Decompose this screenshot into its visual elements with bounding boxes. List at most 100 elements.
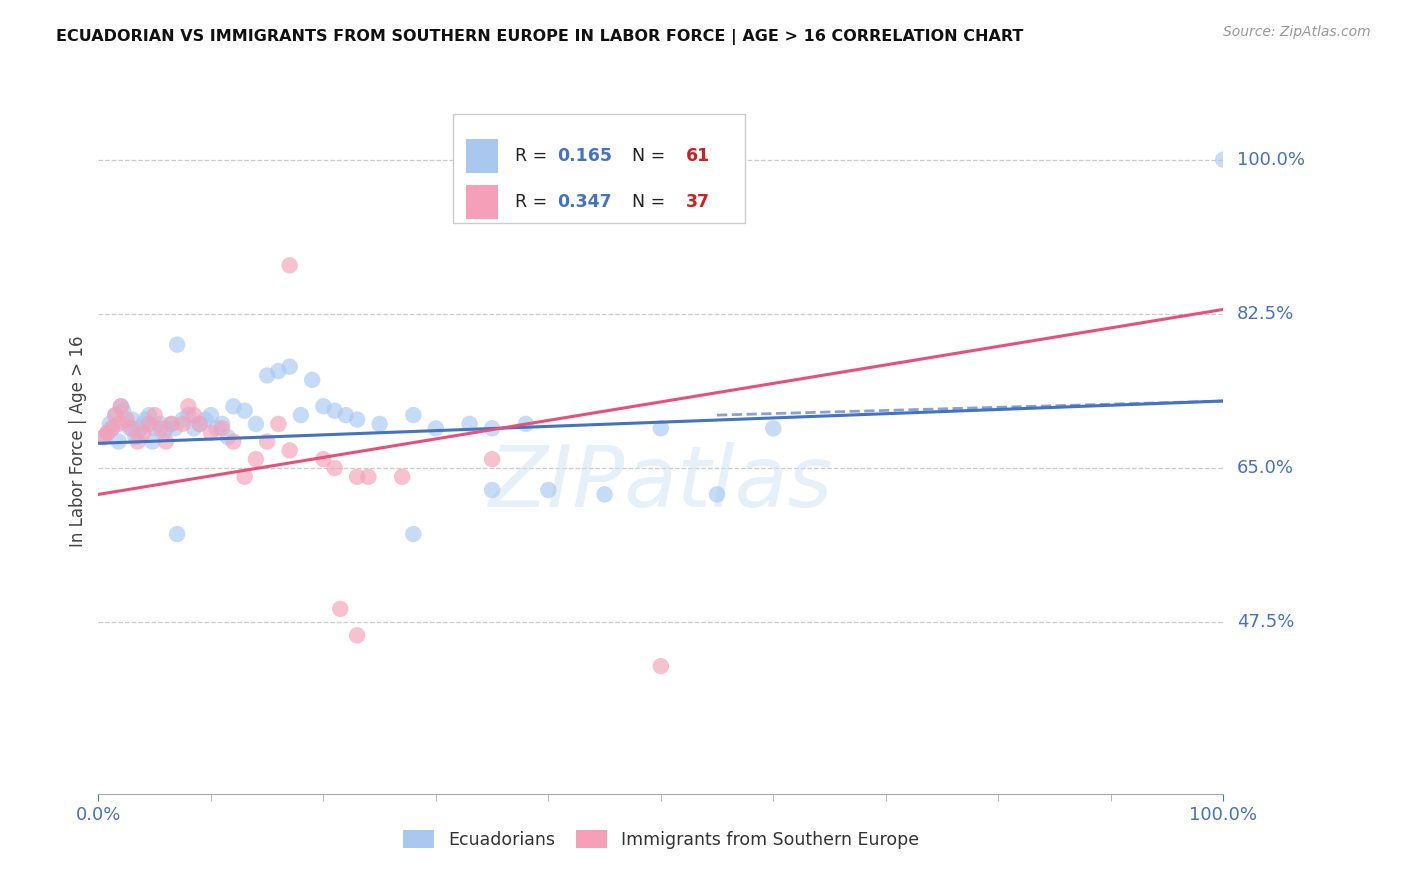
Point [149,417,172,431]
Point [402,527,425,541]
Text: 100.0%: 100.0% [1237,151,1305,169]
Text: 37: 37 [686,193,710,211]
Point [256,434,278,449]
Text: N =: N = [621,193,671,211]
Point [267,417,290,431]
Point [112,403,135,417]
Point [278,258,301,272]
Point [346,469,368,483]
Point [650,659,672,673]
Point [458,417,481,431]
Point [245,452,267,467]
Point [706,487,728,501]
Point [335,408,357,422]
Text: ECUADORIAN VS IMMIGRANTS FROM SOUTHERN EUROPE IN LABOR FORCE | AGE > 16 CORRELAT: ECUADORIAN VS IMMIGRANTS FROM SOUTHERN E… [56,29,1024,45]
Point [593,487,616,501]
Point [222,399,245,413]
Point [200,425,222,440]
Point [96,425,118,440]
Point [211,421,233,435]
Text: Source: ZipAtlas.com: Source: ZipAtlas.com [1223,25,1371,39]
Point [762,421,785,435]
Point [650,421,672,435]
Point [141,434,163,449]
Point [177,399,200,413]
Text: 47.5%: 47.5% [1237,613,1294,632]
Point [481,483,503,497]
Point [346,412,368,426]
Point [267,364,290,378]
FancyBboxPatch shape [467,185,498,219]
Point [537,483,560,497]
Point [160,417,183,431]
Point [143,421,166,435]
Point [93,430,115,444]
FancyBboxPatch shape [453,114,745,223]
FancyBboxPatch shape [467,139,498,173]
Point [200,408,222,422]
Point [152,425,174,440]
Point [143,408,166,422]
Point [1212,153,1234,167]
Point [183,408,205,422]
Point [183,421,205,435]
Point [290,408,312,422]
Point [312,399,335,413]
Point [115,412,138,426]
Text: 0.347: 0.347 [557,193,612,211]
Text: N =: N = [621,147,671,165]
Point [104,408,127,422]
Point [205,421,228,435]
Point [515,417,537,431]
Point [138,417,160,431]
Point [425,421,447,435]
Legend: Ecuadorians, Immigrants from Southern Europe: Ecuadorians, Immigrants from Southern Eu… [395,823,927,855]
Text: 61: 61 [686,147,710,165]
Point [98,417,121,431]
Point [110,399,132,413]
Point [357,469,380,483]
Point [129,421,152,435]
Point [329,602,352,616]
Point [135,412,157,426]
Point [121,421,143,435]
Point [402,408,425,422]
Point [101,421,124,435]
Point [93,430,115,444]
Point [138,408,160,422]
Text: 0.165: 0.165 [557,147,613,165]
Y-axis label: In Labor Force | Age > 16: In Labor Force | Age > 16 [69,335,87,548]
Point [323,461,346,475]
Point [132,417,155,431]
Point [104,408,127,422]
Point [96,425,118,440]
Point [312,452,335,467]
Point [163,421,186,435]
Point [481,452,503,467]
Point [233,469,256,483]
Point [166,527,188,541]
Point [323,403,346,417]
Point [172,412,194,426]
Text: ZIPatlas: ZIPatlas [489,442,832,525]
Point [155,434,177,449]
Point [301,373,323,387]
Point [149,421,172,435]
Point [132,425,155,440]
Point [121,412,143,426]
Text: R =: R = [515,147,553,165]
Point [346,628,368,642]
Point [233,403,256,417]
Point [172,417,194,431]
Point [166,337,188,351]
Point [101,421,124,435]
Point [115,417,138,431]
Point [211,417,233,431]
Point [127,434,149,449]
Point [481,421,503,435]
Point [110,399,132,413]
Point [127,425,149,440]
Point [107,417,129,431]
Text: 65.0%: 65.0% [1237,459,1294,477]
Point [160,417,183,431]
